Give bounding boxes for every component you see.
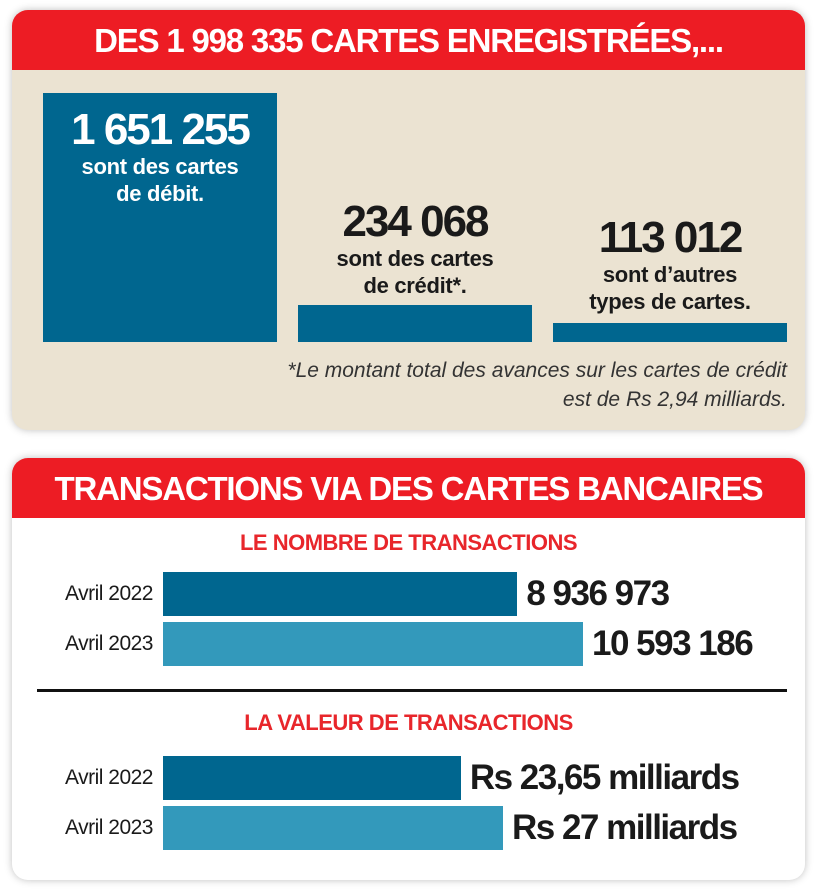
category-label: Avril 2022	[64, 766, 154, 789]
category-label: Avril 2023	[64, 816, 154, 839]
value-label: 113 012	[598, 213, 744, 262]
value-label: 10 593 186	[592, 624, 754, 663]
footnote: *Le montant total des avances sur les ca…	[287, 356, 787, 414]
bar-debit	[43, 93, 277, 342]
category-label: types de cartes.	[589, 289, 751, 314]
value-label: 1 651 255	[71, 105, 251, 154]
category-label: sont d’autres	[602, 262, 738, 287]
panel-title: TRANSACTIONS VIA DES CARTES BANCAIRES	[12, 458, 805, 518]
bar-count-2022	[163, 572, 518, 616]
debit-label-group: 1 651 255 sont des cartes de débit.	[43, 107, 277, 207]
bar-other	[553, 323, 787, 342]
category-label: Avril 2023	[64, 632, 154, 655]
other-label-group: 113 012 sont d’autres types de cartes.	[553, 215, 787, 315]
category-label: de crédit*.	[363, 273, 467, 298]
subtitle-value: LA VALEUR DE TRANSACTIONS	[244, 710, 573, 735]
bar-value-2023	[163, 806, 503, 850]
value-label: Rs 23,65 milliards	[469, 758, 740, 797]
category-label: de débit.	[116, 181, 204, 206]
panel-title: DES 1 998 335 CARTES ENREGISTRÉES,...	[12, 10, 805, 70]
category-label: sont des cartes	[81, 154, 239, 179]
category-label: Avril 2022	[64, 582, 154, 605]
bar-count-2023	[163, 622, 583, 666]
value-label: 234 068	[342, 197, 489, 246]
credit-label-group: 234 068 sont des cartes de crédit*.	[298, 199, 532, 299]
registered-cards-panel: DES 1 998 335 CARTES ENREGISTRÉES,... 1 …	[12, 10, 805, 430]
footnote-line: est de Rs 2,94 milliards.	[562, 388, 787, 411]
subtitle-count: LE NOMBRE DE TRANSACTIONS	[239, 530, 578, 555]
divider	[37, 689, 787, 692]
value-label: 8 936 973	[526, 574, 670, 613]
category-label: sont des cartes	[336, 246, 494, 271]
footnote-line: *Le montant total des avances sur les ca…	[287, 359, 787, 382]
value-label: Rs 27 milliards	[512, 808, 738, 847]
bar-credit	[298, 305, 532, 342]
transactions-panel: TRANSACTIONS VIA DES CARTES BANCAIRES LE…	[12, 458, 805, 880]
bar-value-2022	[163, 756, 461, 800]
